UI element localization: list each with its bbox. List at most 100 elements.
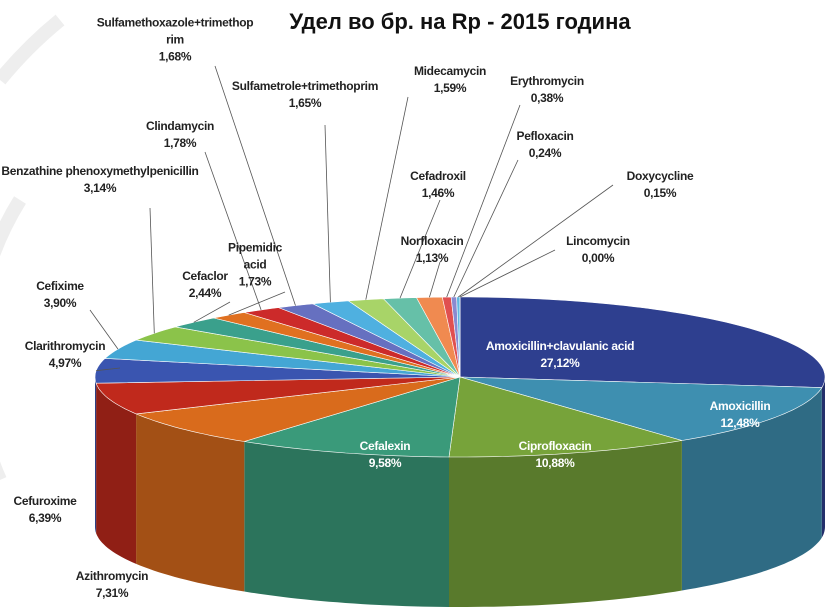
slice-value: 0,24% bbox=[528, 146, 562, 160]
decor bbox=[0, 14, 65, 85]
slice-label: Midecamycin 1,59% bbox=[400, 63, 500, 97]
decor bbox=[0, 196, 26, 480]
slice-name: Norfloxacin bbox=[400, 234, 464, 248]
slice-name: Cefadroxil bbox=[410, 169, 466, 183]
slice-name: Amoxicillin+clavulanic acid bbox=[485, 339, 635, 353]
pie-slice bbox=[278, 303, 461, 378]
slice-name: Clarithromycin bbox=[24, 339, 106, 353]
pie-wall bbox=[244, 441, 449, 607]
leader-line bbox=[458, 184, 614, 298]
slice-name: Pefloxacin bbox=[516, 129, 574, 143]
slice-value: 27,12% bbox=[540, 356, 580, 370]
slice-name: Azithromycin bbox=[75, 569, 149, 583]
slice-name: Sulfametrole+trimethoprim bbox=[231, 79, 379, 93]
slice-value: 12,48% bbox=[720, 416, 760, 430]
slice-name: Cefixime bbox=[36, 279, 84, 293]
slice-label: Doxycycline 0,15% bbox=[610, 168, 710, 202]
pie-slice bbox=[448, 376, 682, 458]
slice-name: Cefalexin bbox=[359, 439, 411, 453]
leader-line bbox=[149, 207, 155, 334]
slice-value: 0,15% bbox=[643, 186, 677, 200]
pie-slice bbox=[311, 300, 461, 378]
slice-label: Sulfametrole+trimethoprim 1,65% bbox=[225, 78, 385, 112]
slice-name: Pipemidic acid bbox=[228, 240, 282, 272]
pie-slice bbox=[95, 376, 461, 415]
pie-slice bbox=[244, 307, 461, 378]
slice-label: Norfloxacin 1,13% bbox=[387, 233, 477, 267]
slice-value: 10,88% bbox=[535, 456, 575, 470]
leader-line bbox=[204, 151, 262, 311]
slice-value: 1,13% bbox=[415, 251, 449, 265]
slice-label: Amoxicillin+clavulanic acid 27,12% bbox=[485, 338, 635, 372]
slice-value: 0,38% bbox=[530, 91, 564, 105]
slice-name: Sulfamethoxazole+trimethoprim bbox=[96, 15, 254, 47]
leader-line bbox=[399, 199, 441, 299]
leader-line bbox=[96, 367, 121, 372]
pie-wall bbox=[95, 377, 97, 534]
slice-name: Erythromycin bbox=[510, 74, 584, 88]
pie-slice bbox=[459, 376, 823, 441]
slice-label: Sulfamethoxazole+trimethoprim 1,68% bbox=[95, 15, 255, 66]
slice-label: Azithromycin 7,31% bbox=[57, 568, 167, 602]
slice-value: 3,14% bbox=[83, 181, 117, 195]
leader-line bbox=[446, 104, 521, 298]
leader-line bbox=[429, 261, 441, 298]
leader-line bbox=[89, 309, 119, 350]
leader-line bbox=[193, 301, 231, 323]
slice-value: 7,31% bbox=[95, 586, 129, 600]
leader-line bbox=[459, 249, 556, 298]
slice-name: Doxycycline bbox=[626, 169, 694, 183]
slice-value: 1,73% bbox=[238, 274, 272, 289]
pie-wall bbox=[681, 387, 822, 591]
slice-name: Amoxicillin bbox=[709, 399, 771, 413]
slice-name: Cefuroxime bbox=[13, 494, 77, 508]
slice-label: Ciprofloxacin 10,88% bbox=[500, 438, 610, 472]
slice-name: Ciprofloxacin bbox=[518, 439, 592, 453]
slice-name: Midecamycin bbox=[413, 64, 487, 78]
slice-name: Clindamycin bbox=[145, 119, 215, 133]
slice-name: Benzathine phenoxymethylpenicillin bbox=[1, 164, 199, 178]
slice-value: 6,39% bbox=[28, 511, 62, 525]
slice-label: Amoxicillin 12,48% bbox=[685, 398, 795, 432]
slice-label: Clarithromycin 4,97% bbox=[10, 338, 120, 372]
slice-label: Cefuroxime 6,39% bbox=[0, 493, 90, 527]
slice-label: Cefalexin 9,58% bbox=[330, 438, 440, 472]
slice-value: 1,68% bbox=[158, 49, 192, 64]
slice-value: 3,90% bbox=[43, 296, 77, 310]
slice-label: Pefloxacin 0,24% bbox=[500, 128, 590, 162]
pie-slice bbox=[213, 312, 461, 378]
pie-wall bbox=[821, 377, 825, 538]
pie-wall bbox=[136, 413, 245, 592]
slice-value: 9,58% bbox=[368, 456, 402, 470]
leader-line bbox=[228, 291, 286, 316]
slice-value: 1,78% bbox=[163, 136, 197, 150]
leader-line bbox=[214, 65, 296, 306]
slice-value: 1,46% bbox=[421, 186, 455, 200]
leader-line bbox=[453, 159, 519, 298]
slice-label: Pipemidic acid 1,73% bbox=[225, 240, 285, 291]
pie-wall bbox=[449, 440, 682, 607]
pie-wall bbox=[96, 383, 137, 564]
pie-slice bbox=[135, 376, 461, 442]
pie-slice bbox=[244, 376, 461, 458]
chart-title: Удел во бр. на Rp - 2015 година bbox=[289, 9, 631, 34]
slice-value: 2,44% bbox=[188, 286, 222, 300]
slice-value: 0,00% bbox=[581, 251, 615, 265]
slice-value: 1,65% bbox=[288, 96, 322, 110]
slice-label: Cefadroxil 1,46% bbox=[393, 168, 483, 202]
slice-label: Cefaclor 2,44% bbox=[170, 268, 240, 302]
slice-value: 4,97% bbox=[48, 356, 82, 370]
slice-name: Cefaclor bbox=[182, 269, 228, 283]
slice-label: Clindamycin 1,78% bbox=[135, 118, 225, 152]
leader-line bbox=[365, 96, 409, 300]
slice-label: Cefixime 3,90% bbox=[15, 278, 105, 312]
slice-label: Lincomycin 0,00% bbox=[553, 233, 643, 267]
slice-name: Lincomycin bbox=[566, 234, 630, 248]
slice-value: 1,59% bbox=[433, 81, 467, 95]
slice-label: Erythromycin 0,38% bbox=[502, 73, 592, 107]
pie-slice bbox=[459, 296, 826, 388]
leader-line bbox=[324, 124, 331, 303]
slice-label: Benzathine phenoxymethylpenicillin 3,14% bbox=[0, 163, 200, 197]
